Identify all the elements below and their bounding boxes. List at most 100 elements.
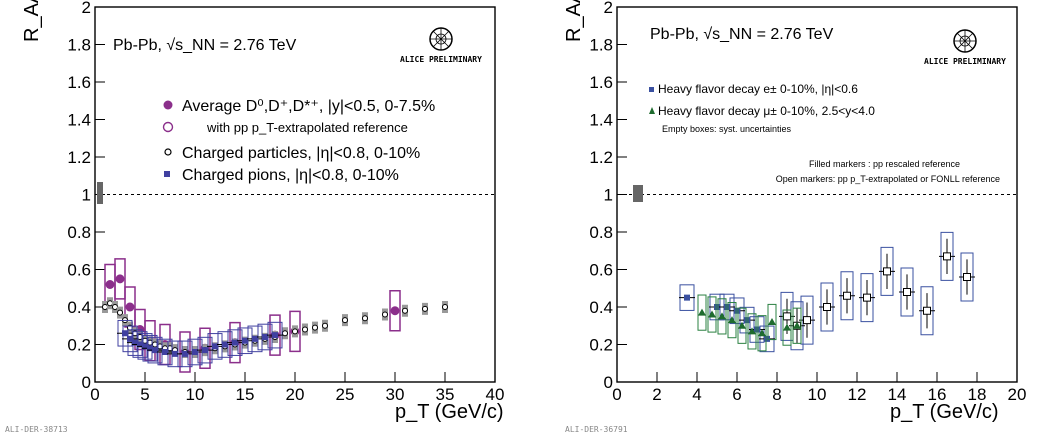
left-xtick-label: 5 <box>140 385 149 404</box>
left-series2-point <box>252 335 258 342</box>
left-legend-d-ref: with pp p_T-extrapolated reference <box>206 120 408 135</box>
right-series0-point <box>724 304 730 310</box>
panel-right: 0 2 4 6 8 10 12 14 16 18 20 0 0.2 0.4 0.6 0.8 1 1.2 1.4 1.6… <box>563 0 1026 434</box>
left-xtick-label: 30 <box>386 385 405 404</box>
right-series2-point-syst <box>717 298 727 335</box>
right-series0-point <box>714 304 720 310</box>
right-ytick-label: 0.8 <box>589 223 613 242</box>
left-series1-point <box>107 300 113 307</box>
right-series0-point <box>764 335 770 342</box>
right-series2-point-syst <box>697 294 707 331</box>
left-series2-point <box>172 350 178 357</box>
left-xlabel: p_T (GeV/c) <box>395 401 504 423</box>
right-series2-point-syst <box>747 313 757 350</box>
left-series2-point <box>182 350 188 357</box>
right-xtick-label: 20 <box>1008 385 1027 404</box>
left-series2-point <box>132 339 138 346</box>
left-ytick-label: 1 <box>82 186 91 205</box>
left-series0-point-syst <box>199 327 211 369</box>
right-xtick-label: 10 <box>808 385 827 404</box>
left-xtick-label: 20 <box>286 385 305 404</box>
right-series1-point <box>783 312 791 321</box>
right-xlabel: p_T (GeV/c) <box>890 401 999 423</box>
right-ticks: 0 2 4 6 8 10 12 14 16 18 20 0 0.2 0.4 0.6 0.8 1 1.2 1.4 1.6… <box>589 0 1026 404</box>
left-series2-point <box>142 343 148 350</box>
left-xtick-label: 35 <box>436 385 455 404</box>
left-ytick-label: 1.2 <box>67 148 91 167</box>
right-series2-point <box>738 321 746 329</box>
right-series1-point <box>943 252 951 261</box>
left-series2-point <box>202 347 208 354</box>
left-series0-point-syst <box>289 310 301 353</box>
left-ticks: 0 5 10 15 20 25 30 35 40 0 0.2 0.4 0.6 0.8 1 1.2 1.4 1.6 1… <box>67 0 504 404</box>
right-xtick-label: 16 <box>928 385 947 404</box>
left-ytick-label: 1.6 <box>67 73 91 92</box>
left-legend-pions: Charged pions, |η|<0.8, 0-10% <box>182 167 399 184</box>
left-system-label: Pb-Pb, √s_NN = 2.76 TeV <box>113 37 297 54</box>
right-system-label: Pb-Pb, √s_NN = 2.76 TeV <box>650 26 834 43</box>
left-series1-point <box>342 317 348 324</box>
right-series2-point-syst <box>782 309 792 346</box>
left-norm-box <box>97 182 103 204</box>
right-series2-point <box>698 308 706 316</box>
right-series2-point <box>793 321 801 329</box>
right-legend-marker-e <box>649 87 654 92</box>
right-ylabel: R_AA <box>563 0 585 42</box>
left-series2-point <box>162 349 168 355</box>
right-ytick-label: 1.6 <box>589 73 613 92</box>
right-series2-point <box>718 312 726 320</box>
right-xtick-label: 8 <box>772 385 781 404</box>
left-series1-point <box>362 315 368 322</box>
left-series1-point <box>117 309 123 316</box>
panel-left: 0 5 10 15 20 25 30 35 40 0 0.2 0.4 0.6 0.8 1 1.2 1.4 1.6 1… <box>5 0 504 434</box>
left-ytick-label: 2 <box>82 0 91 17</box>
right-ytick-label: 0.4 <box>589 298 613 317</box>
left-series2-point <box>212 343 218 350</box>
left-marks <box>102 258 448 373</box>
right-series2-point-syst <box>727 302 737 339</box>
right-xtick-label: 0 <box>612 385 621 404</box>
right-series2-point <box>768 318 776 325</box>
left-footer-id: ALI-DER-38713 <box>5 425 68 434</box>
left-xtick-label: 0 <box>90 385 99 404</box>
right-ytick-label: 1.2 <box>589 148 613 167</box>
right-legend-marker-mu <box>649 107 655 114</box>
left-legend-charged: Charged particles, |η|<0.8, 0-10% <box>182 145 420 162</box>
right-series1-point <box>823 303 831 311</box>
left-ytick-label: 1.8 <box>67 36 91 55</box>
right-series1-point <box>803 316 811 325</box>
right-note-open: Open markers: pp p_T-extrapolated or FON… <box>776 174 1000 184</box>
left-series2-point <box>137 341 143 348</box>
left-xtick-label: 10 <box>186 385 205 404</box>
left-series0-point <box>115 274 125 284</box>
right-series2-point <box>708 310 716 318</box>
left-series1-point <box>112 304 118 310</box>
left-ytick-label: 0.2 <box>67 336 91 355</box>
right-norm-box <box>633 185 643 202</box>
left-ytick-label: 0 <box>82 373 91 392</box>
left-series2-point <box>122 330 128 337</box>
left-series2-point <box>192 349 198 355</box>
right-ytick-label: 1.8 <box>589 36 613 55</box>
right-note-filled: Filled markers : pp rescaled reference <box>809 159 960 169</box>
left-series1-point <box>422 305 428 312</box>
left-xtick-label: 15 <box>236 385 255 404</box>
left-series2-point <box>152 347 158 354</box>
right-legend-e: Heavy flavor decay e± 0-10%, |η|<0.6 <box>658 82 858 96</box>
left-series1-point <box>402 307 408 314</box>
right-xtick-label: 12 <box>848 385 867 404</box>
right-logo-label: ALICE PRELIMINARY <box>924 57 1006 66</box>
left-series1-point <box>302 326 308 333</box>
right-series2-point <box>758 329 766 337</box>
left-series0-point-syst <box>389 290 401 332</box>
left-series0-point-syst <box>114 258 126 300</box>
right-series2-point-syst <box>757 315 767 352</box>
right-legend-mu: Heavy flavor decay μ± 0-10%, 2.5<y<4.0 <box>658 104 875 118</box>
left-series1-point <box>282 330 288 337</box>
right-xtick-label: 4 <box>692 385 701 404</box>
left-ytick-label: 1.4 <box>67 111 91 130</box>
left-series2-point <box>262 334 268 340</box>
left-series2-point <box>242 337 248 344</box>
left-legend-marker-charged <box>164 148 172 156</box>
